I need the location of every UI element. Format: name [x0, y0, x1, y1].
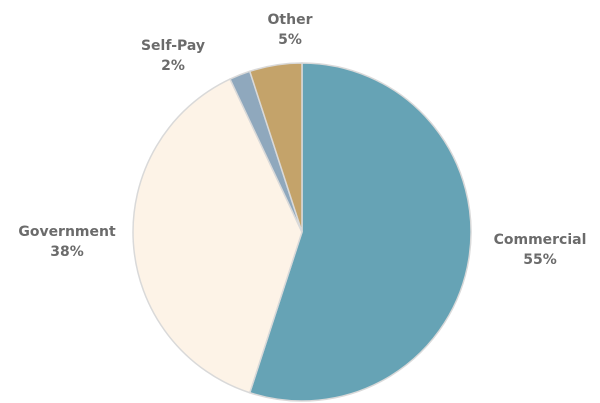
- slice-label: Commercial: [494, 232, 587, 248]
- slice-value-label: 55%: [523, 252, 557, 268]
- pie-slice: [132, 78, 303, 394]
- pie-slice: [248, 62, 472, 402]
- slice-label: Government: [18, 224, 116, 240]
- slice-label: Self-Pay: [141, 38, 205, 54]
- pie-slice: [248, 62, 303, 233]
- slice-value-label: 2%: [161, 58, 185, 74]
- slice-label: Other: [268, 12, 313, 28]
- slice-value-label: 5%: [278, 32, 302, 48]
- slice-value-label: 38%: [50, 244, 84, 260]
